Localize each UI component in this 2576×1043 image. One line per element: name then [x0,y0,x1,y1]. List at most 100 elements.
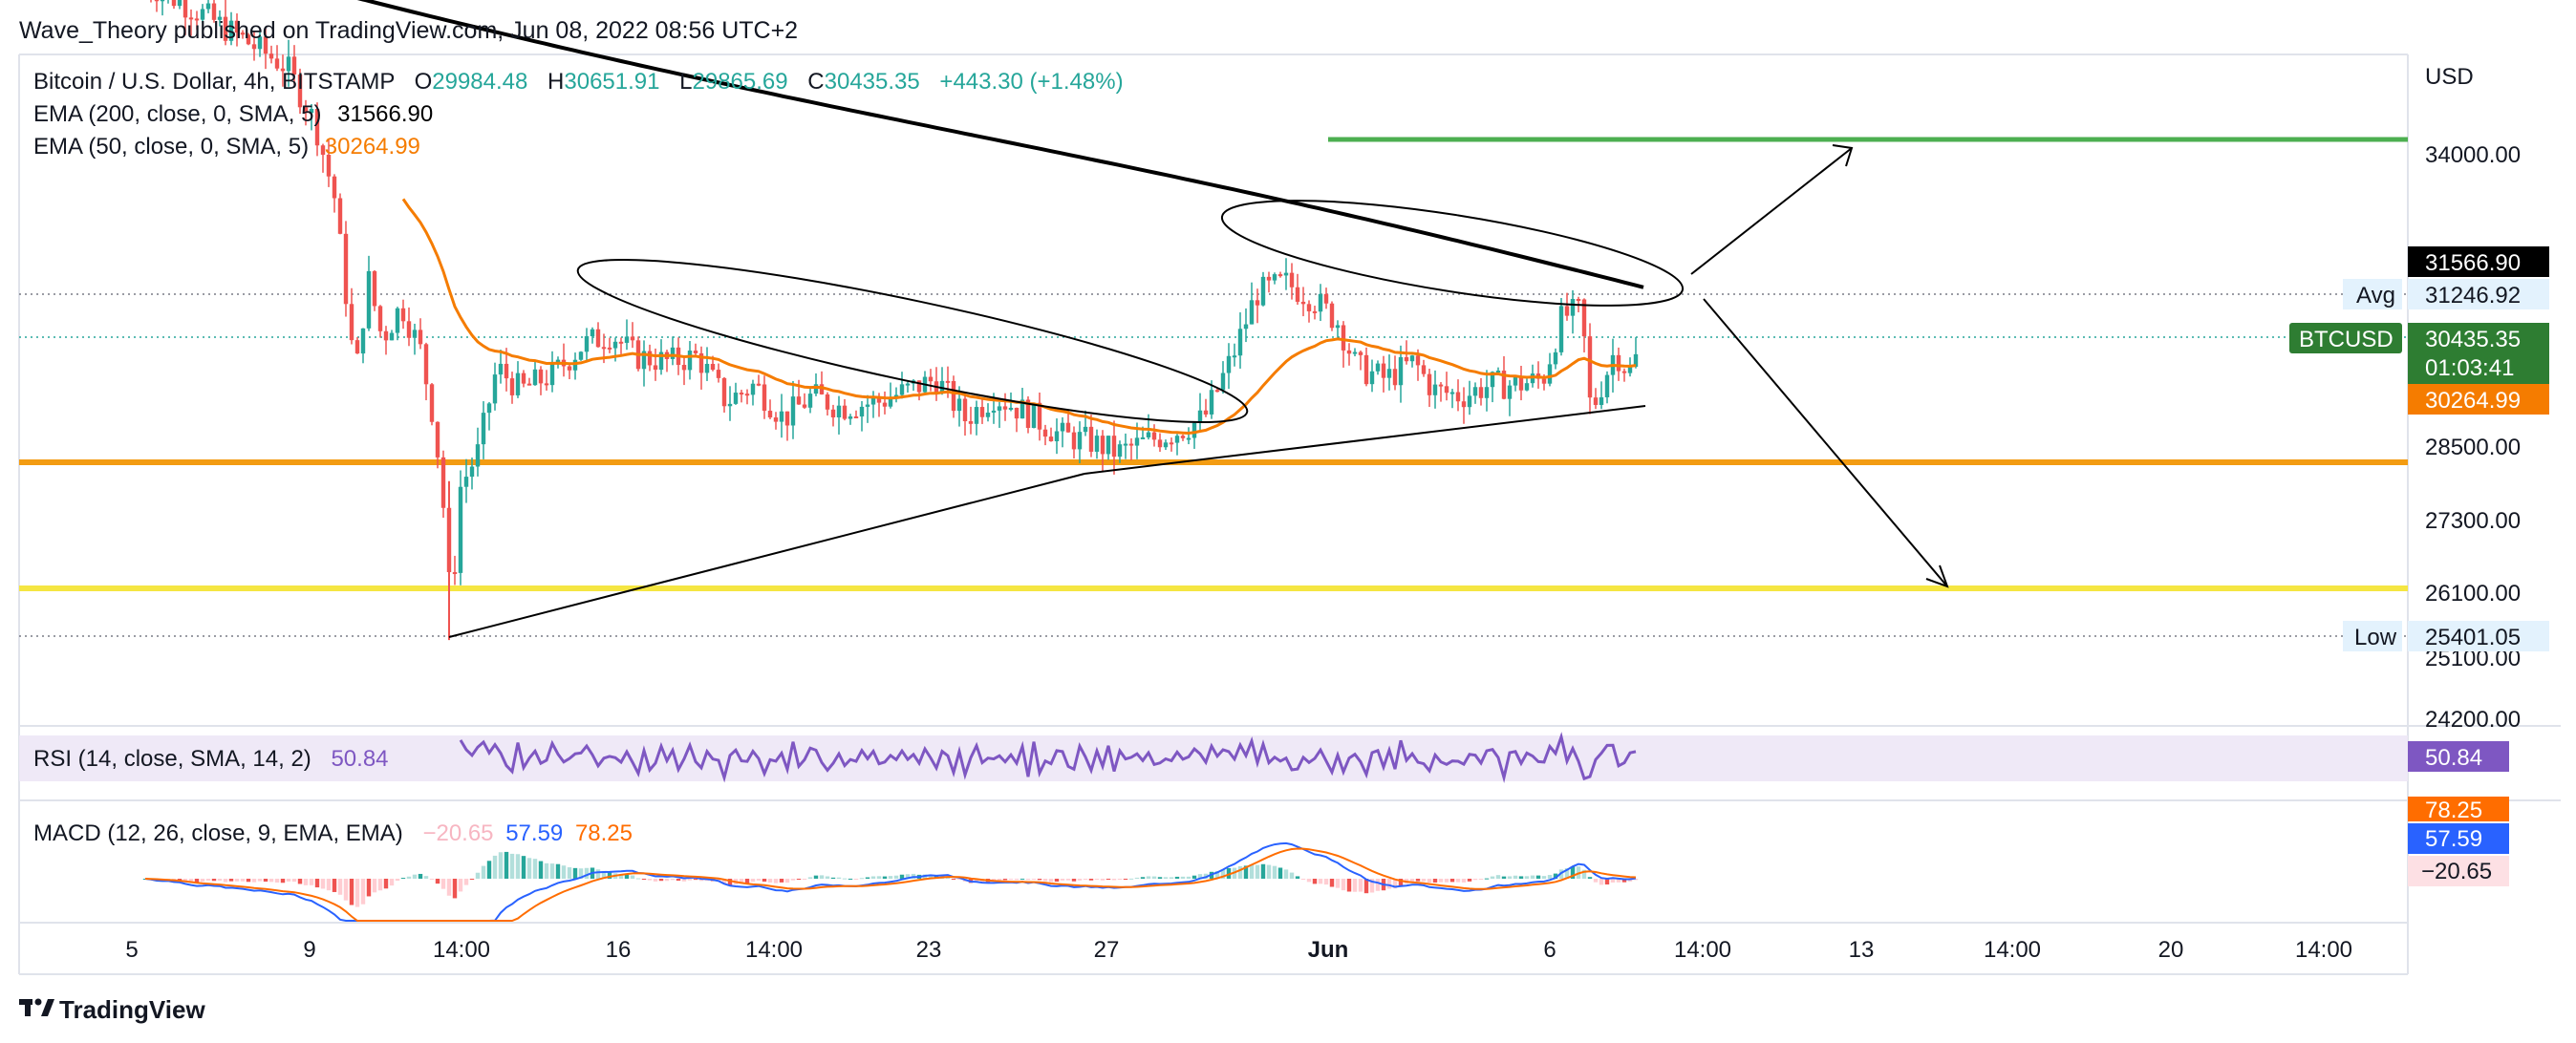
macd-bar [217,879,223,882]
published-by: Wave_Theory published on TradingView.com… [19,17,798,44]
time-axis[interactable]: 5 9 14:00 16 14:00 23 27 Jun 6 14:00 13 … [125,937,2352,963]
candle-body [1318,293,1323,312]
candle-body [796,396,802,405]
candle-body [807,394,813,408]
macd-bar [1484,878,1490,880]
candle-body [865,404,870,407]
candle-body [716,370,721,378]
macd-bar [429,879,435,880]
macd-bar [498,852,504,879]
candle-body [853,415,859,418]
price-axis[interactable]: USD 34000.00 28500.00 27300.00 26100.00 … [2289,64,2549,886]
macd-bar [1375,879,1381,891]
candle-body [194,18,200,21]
candle-body [956,398,962,412]
macd-bar [647,879,653,881]
macd-bar [1272,865,1277,879]
candle-body [641,351,647,370]
candle-body [1587,336,1593,398]
macd-bar [928,874,934,879]
candle-body [1490,372,1495,388]
candle-body [601,347,607,350]
macd-bar [1593,879,1599,883]
candle-body [1191,422,1197,438]
candle-body [1421,365,1427,374]
macd-bar [1610,879,1616,883]
candle-body [1392,369,1398,386]
candle-body [1564,306,1570,316]
candle-body [784,411,790,426]
macd-bar [1599,879,1604,885]
legend-h-value: 30651.91 [564,69,659,95]
candle-body [1094,436,1100,452]
candle-body [888,397,893,407]
macd-bar [1197,874,1203,879]
candle-body [1077,432,1083,450]
candle-body [1272,274,1277,281]
macd-bar [773,879,779,883]
macd-bar [188,879,194,883]
macd-bar [1346,879,1352,892]
candle-body [509,378,515,395]
macd-bar [1513,875,1518,879]
macd-bar [1249,864,1255,879]
candle-body [819,384,825,394]
candle-body [848,415,853,419]
candle-body [813,384,819,394]
macd-bar [1266,864,1272,879]
candle-body [1163,442,1169,448]
legend-change: +443.30 (+1.48%) [939,69,1123,95]
candle-body [1363,354,1369,385]
candle-body [750,383,756,395]
candle-body [991,410,997,413]
candle-body [790,396,796,426]
candle-body [458,486,463,573]
candle-body [1507,385,1513,399]
macd-bar [1564,867,1570,879]
macd-bar [509,853,515,879]
macd-bar [1106,879,1111,880]
candle-body [653,365,658,371]
candle-body [177,0,182,7]
candle-body [1627,366,1633,373]
tradingview-logo[interactable]: TradingView [19,995,205,1024]
candle-body [498,363,504,375]
candle-body [1140,436,1146,439]
macd-histogram [142,851,1639,907]
macd-bar [601,870,607,879]
arrow-down-head [1925,564,1949,588]
candle-body [1386,369,1392,378]
macd-bar [1277,867,1283,879]
candle-body [228,20,234,41]
macd-bar [859,878,865,880]
macd-bar [641,879,647,880]
macd-bar [194,879,200,883]
macd-bar [1363,879,1369,894]
legend-rsi-value: 50.84 [331,746,388,772]
candle-body [418,330,423,345]
candle-body [572,359,578,371]
macd-bar [228,879,234,882]
candle-body [452,572,458,575]
candle-body [188,17,194,20]
legend-l-label: L [679,69,692,95]
macd-bar [1220,869,1226,879]
macd-bar [807,877,813,879]
candle-body [1020,399,1025,419]
support-trendline-right [1084,405,1646,475]
ema200-price-label: 31566.90 [2425,250,2521,276]
macd-bar [1341,879,1346,891]
candle-body [463,477,469,487]
candle-body [486,403,492,414]
macd-bar [1621,879,1627,883]
candlestick-series [150,0,1639,641]
candle-body [1088,426,1094,452]
arrow-down-line [1703,298,1948,587]
candle-body [704,363,710,373]
candle-body [544,383,549,386]
trend-drawings[interactable] [448,144,1949,638]
candle-body [303,107,309,114]
macd-bar [1570,866,1576,879]
macd-bar [1002,879,1008,881]
